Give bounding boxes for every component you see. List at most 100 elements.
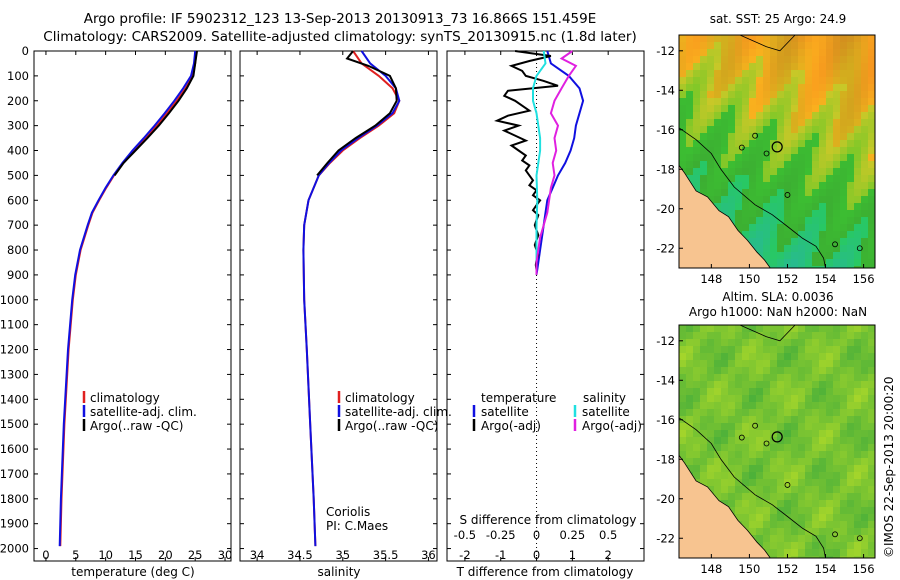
map-cell [861,360,868,367]
map-cell [756,35,763,42]
png-coast [739,325,796,342]
map-cell [777,133,784,140]
map-cell [714,444,721,451]
map-cell [826,367,833,374]
map-cell [770,70,777,77]
map-cell [791,353,798,360]
map-cell [770,367,777,374]
map-cell [840,493,847,500]
map-cell [777,168,784,175]
map-cell [756,119,763,126]
map-cell [868,500,875,507]
map-cell [791,126,798,133]
map-cell [707,486,714,493]
map-cell [798,486,805,493]
map-cell [756,521,763,528]
map-cell [847,388,854,395]
map-cell [777,367,784,374]
map-cell [861,252,868,259]
map-cell [826,444,833,451]
map-cell [847,140,854,147]
map-cell [819,325,826,332]
map-cell [819,245,826,252]
depth-tick-label: 600 [7,193,29,207]
map-cell [777,409,784,416]
map-cell [798,395,805,402]
map-cell [784,84,791,91]
map-cell [721,49,728,56]
map-cell [784,409,791,416]
map-cell [721,339,728,346]
map-cell [742,189,749,196]
map-cell [714,84,721,91]
map-cell [861,91,868,98]
x-tick-label: 0 [42,548,49,562]
map-cell [686,451,693,458]
map-cell [826,458,833,465]
map-cell [749,126,756,133]
map-cell [833,49,840,56]
map-cell [742,231,749,238]
map-cell [833,231,840,238]
map-cell [819,423,826,430]
map-cell [791,56,798,63]
map-cell [686,112,693,119]
map-cell [756,112,763,119]
map-cell [763,245,770,252]
map-cell [861,189,868,196]
map-cell [770,549,777,556]
lon-tick-label: 148 [700,562,722,576]
map-cell [861,465,868,472]
map-cell [707,395,714,402]
map-cell [847,521,854,528]
map-cell [686,465,693,472]
depth-tick-label: 400 [7,144,29,158]
map-cell [770,493,777,500]
map-cell [791,493,798,500]
map-cell [777,56,784,63]
difference-legend: temperature salinity satellite Argo(-adj… [460,391,642,527]
legend-s-argo-label: Argo(-adj) [582,419,642,433]
map-cell [756,196,763,203]
map-cell [679,35,686,42]
map-cell [749,49,756,56]
map-cell [812,175,819,182]
map-cell [707,479,714,486]
map-cell [812,402,819,409]
map-cell [833,465,840,472]
map-cell [833,416,840,423]
map-cell [721,168,728,175]
map-cell [749,472,756,479]
map-cell [791,479,798,486]
map-cell [798,238,805,245]
map-cell [861,168,868,175]
map-cell [784,549,791,556]
map-cell [791,91,798,98]
map-cell [833,514,840,521]
map-cell [812,119,819,126]
map-cell [777,105,784,112]
x-tick-label: 25 [188,548,203,562]
map-cell [777,224,784,231]
map-cell [777,77,784,84]
map-cell [714,189,721,196]
map-cell [847,395,854,402]
map-cell [805,444,812,451]
map-cell [763,161,770,168]
map-cell [763,332,770,339]
map-cell [854,126,861,133]
map-cell [770,266,777,268]
map-cell [749,346,756,353]
map-cell [854,339,861,346]
map-cell [735,154,742,161]
map-cell [693,168,700,175]
argo-position-marker [771,141,783,153]
map-cell [791,217,798,224]
depth-tick-label: 0 [22,44,29,58]
map-cell [728,196,735,203]
map-cell [833,224,840,231]
map-cell [861,210,868,217]
x-tick-label: 34 [250,548,265,562]
map-cell [756,500,763,507]
map-cell [861,105,868,112]
